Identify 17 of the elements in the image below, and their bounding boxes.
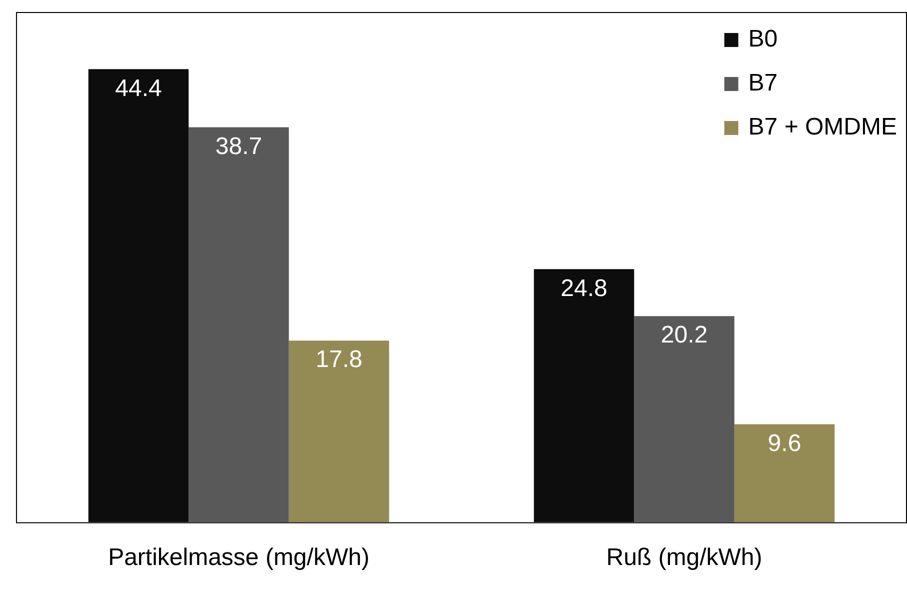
bar bbox=[288, 340, 390, 522]
x-tick-label: Ruß (mg/kWh) bbox=[606, 544, 762, 572]
x-tick-label: Partikelmasse (mg/kWh) bbox=[108, 544, 370, 572]
legend-label: B7 + OMDME bbox=[748, 114, 898, 141]
bar bbox=[734, 424, 835, 522]
data-label: 44.4 bbox=[115, 74, 162, 102]
data-label: 24.8 bbox=[560, 274, 608, 302]
bar bbox=[88, 69, 189, 522]
data-label: 9.6 bbox=[768, 430, 802, 457]
legend-label: B7 bbox=[748, 70, 778, 97]
legend-label: B0 bbox=[748, 26, 778, 53]
bar bbox=[534, 269, 634, 522]
data-label: 17.8 bbox=[316, 346, 362, 374]
bar bbox=[634, 316, 734, 522]
bar bbox=[188, 127, 289, 522]
data-label: 38.7 bbox=[215, 132, 262, 160]
data-label: 20.2 bbox=[660, 322, 708, 349]
